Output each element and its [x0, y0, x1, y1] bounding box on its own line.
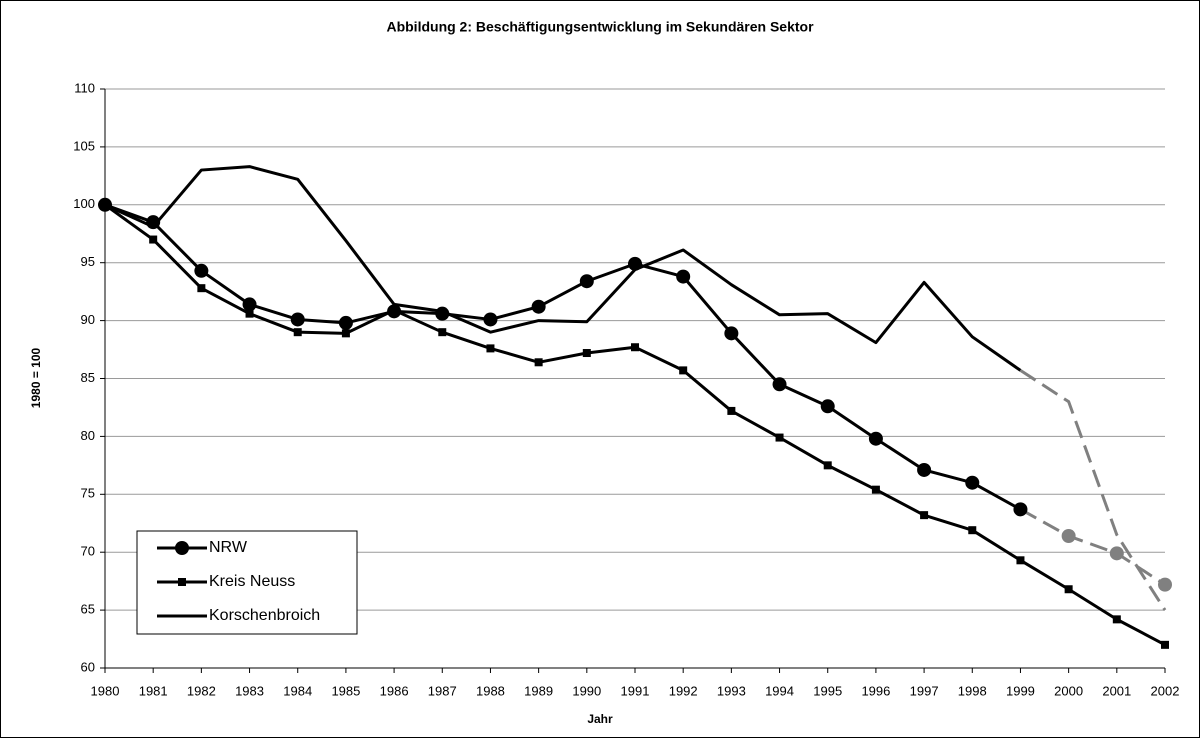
line-projection — [1019, 508, 1166, 586]
y-tick-label: 85 — [81, 370, 95, 385]
point — [871, 485, 880, 494]
point — [1109, 546, 1124, 561]
x-tick-label: 1992 — [669, 683, 698, 698]
x-tick-label: 1995 — [813, 683, 842, 698]
x-tick-label: 1986 — [380, 683, 409, 698]
x-tick-label: 1980 — [91, 683, 120, 698]
x-axis-label: Jahr — [587, 712, 613, 726]
point — [149, 235, 158, 244]
point — [724, 326, 739, 341]
point — [868, 431, 883, 446]
x-tick-label: 1998 — [958, 683, 987, 698]
point — [582, 349, 591, 358]
x-tick-label: 1983 — [235, 683, 264, 698]
x-tick-label: 1991 — [621, 683, 650, 698]
point — [390, 306, 399, 315]
y-tick-label: 60 — [81, 659, 95, 674]
point — [245, 309, 254, 318]
x-tick-label: 1996 — [861, 683, 890, 698]
point — [178, 578, 186, 586]
x-tick-label: 1982 — [187, 683, 216, 698]
point — [727, 406, 736, 415]
point — [486, 344, 495, 353]
x-tick-label: 1985 — [331, 683, 360, 698]
y-axis-label: 1980 = 100 — [29, 347, 43, 408]
legend-label: Korschenbroich — [209, 607, 320, 624]
point — [920, 511, 929, 520]
point — [341, 329, 350, 338]
point — [1061, 528, 1076, 543]
point — [293, 328, 302, 337]
point — [438, 328, 447, 337]
legend-label: NRW — [209, 539, 248, 556]
y-tick-label: 105 — [73, 138, 95, 153]
point — [823, 461, 832, 470]
point — [290, 312, 305, 327]
x-tick-label: 1999 — [1006, 683, 1035, 698]
x-tick-label: 2002 — [1151, 683, 1180, 698]
point — [483, 312, 498, 327]
x-tick-label: 1994 — [765, 683, 794, 698]
point — [968, 526, 977, 535]
y-tick-label: 75 — [81, 486, 95, 501]
x-tick-label: 1988 — [476, 683, 505, 698]
legend-label: Kreis Neuss — [209, 573, 295, 590]
point — [579, 274, 594, 289]
line-projection — [1019, 369, 1167, 611]
y-tick-label: 65 — [81, 602, 95, 617]
point — [679, 366, 688, 375]
point — [1064, 585, 1073, 594]
x-tick-label: 1987 — [428, 683, 457, 698]
point — [242, 297, 257, 312]
point — [194, 263, 209, 278]
point — [965, 475, 980, 490]
x-tick-label: 1993 — [717, 683, 746, 698]
point — [1161, 640, 1169, 649]
point — [917, 462, 932, 477]
point — [1013, 502, 1028, 517]
x-tick-label: 1997 — [910, 683, 939, 698]
y-tick-label: 95 — [81, 254, 95, 269]
line — [104, 203, 1022, 511]
point — [772, 377, 787, 392]
point — [197, 284, 206, 293]
y-tick-label: 90 — [81, 312, 95, 327]
y-tick-label: 80 — [81, 428, 95, 443]
point — [631, 343, 639, 352]
point — [338, 315, 353, 330]
x-tick-label: 2001 — [1102, 683, 1131, 698]
point — [820, 399, 835, 414]
x-tick-label: 2000 — [1054, 683, 1083, 698]
y-tick-label: 100 — [73, 196, 95, 211]
y-tick-label: 110 — [74, 80, 95, 95]
line — [104, 165, 1022, 372]
y-tick-label: 70 — [81, 544, 95, 559]
x-tick-label: 1981 — [139, 683, 168, 698]
point — [1158, 577, 1172, 592]
point — [1112, 615, 1121, 624]
point — [1016, 556, 1025, 565]
point — [676, 269, 691, 284]
chart-title: Abbildung 2: Beschäftigungsentwicklung i… — [386, 19, 814, 35]
point — [534, 358, 543, 367]
point — [531, 299, 546, 314]
x-tick-label: 1984 — [283, 683, 312, 698]
x-tick-label: 1989 — [524, 683, 553, 698]
point — [775, 433, 784, 442]
x-tick-label: 1990 — [572, 683, 601, 698]
point — [175, 541, 189, 555]
